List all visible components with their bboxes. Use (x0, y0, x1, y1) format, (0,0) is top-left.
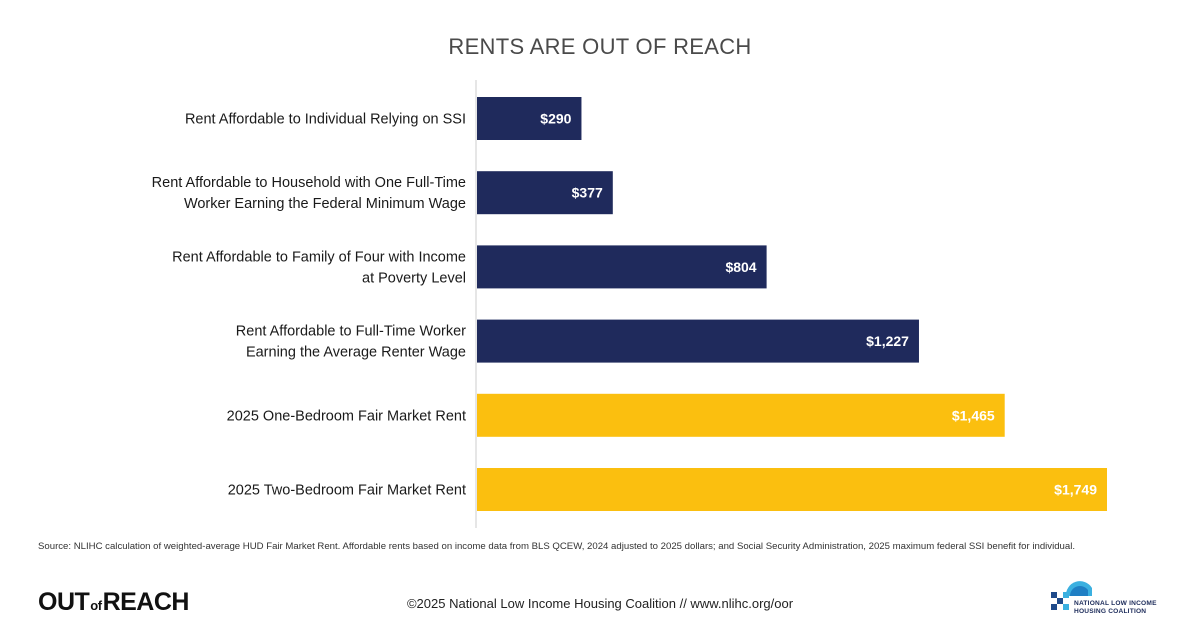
bar-value-label: $290 (540, 111, 571, 127)
category-label-line: at Poverty Level (362, 270, 466, 286)
bar (477, 171, 613, 215)
bar (477, 245, 767, 289)
category-label: Rent Affordable to Full-Time Worker Earni… (236, 324, 466, 361)
category-label: Rent Affordable to Household with One Fu… (152, 175, 466, 212)
nlihc-name-line2: HOUSING COALITION (1074, 608, 1147, 615)
category-label-line: Earning the Average Renter Wage (246, 345, 466, 361)
bar-value-label: $1,227 (866, 333, 909, 349)
category-label-line: 2025 Two-Bedroom Fair Market Rent (228, 483, 466, 499)
category-label-line: Worker Earning the Federal Minimum Wage (184, 196, 466, 212)
nlihc-logo: NATIONAL LOW INCOME HOUSING COALITION (1048, 574, 1178, 622)
nlihc-name-line1: NATIONAL LOW INCOME (1074, 600, 1157, 607)
logo-out: OUT (38, 588, 90, 616)
category-label: Rent Affordable to Individual Relying on… (185, 112, 466, 128)
nlihc-name: NATIONAL LOW INCOME HOUSING COALITION (1074, 600, 1157, 616)
out-of-reach-logo: OUT of REACH (38, 588, 189, 620)
bar (477, 319, 919, 363)
nlihc-house-icon (1051, 581, 1092, 610)
source-note: Source: NLIHC calculation of weighted-av… (38, 541, 1076, 552)
chart-title: RENTS ARE OUT OF REACH (448, 34, 752, 59)
bar (477, 393, 1005, 437)
category-label-line: Rent Affordable to Full-Time Worker (236, 324, 466, 340)
category-label: Rent Affordable to Family of Four with I… (172, 249, 466, 286)
category-label-line: Rent Affordable to Family of Four with I… (172, 249, 466, 265)
category-label: 2025 One-Bedroom Fair Market Rent (227, 408, 466, 424)
bar-value-label: $804 (725, 259, 756, 275)
logo-of: of (90, 598, 102, 613)
bar-value-label: $377 (572, 185, 603, 201)
category-label-line: Rent Affordable to Individual Relying on… (185, 112, 466, 128)
bar-value-label: $1,465 (952, 407, 995, 423)
logo-reach: REACH (102, 588, 190, 616)
bar (477, 468, 1107, 511)
category-label-line: 2025 One-Bedroom Fair Market Rent (227, 408, 466, 424)
category-label-line: Rent Affordable to Household with One Fu… (152, 175, 466, 191)
footer-copyright: ©2025 National Low Income Housing Coalit… (406, 596, 794, 611)
bar (477, 97, 582, 140)
bar-chart: $290 Rent Affordable to Individual Relyin… (152, 80, 1107, 528)
category-label: 2025 Two-Bedroom Fair Market Rent (228, 483, 466, 499)
bar-value-label: $1,749 (1054, 482, 1097, 498)
